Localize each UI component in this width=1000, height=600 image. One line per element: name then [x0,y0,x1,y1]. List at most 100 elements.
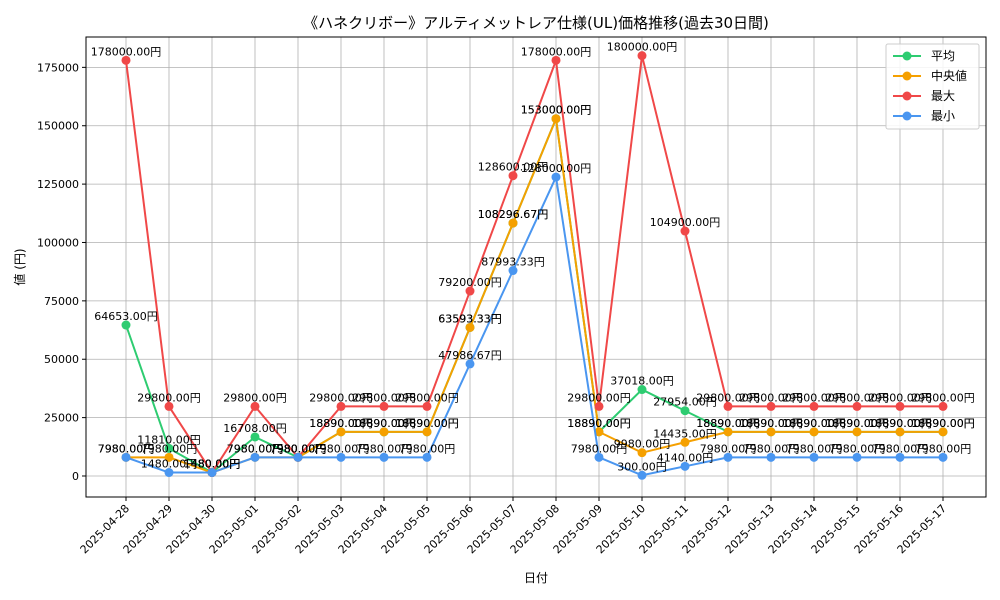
data-point-max [895,401,905,411]
data-label-median: 63593.33円 [438,312,502,325]
data-label-max: 178000.00円 [91,45,162,58]
legend-marker-avg [902,51,912,61]
data-point-min [766,452,776,462]
data-label-max: 79200.00円 [438,276,502,289]
data-point-median [422,427,432,437]
data-point-min [465,359,475,369]
data-label-avg: 153000.00円 [521,104,592,117]
data-point-min [895,452,905,462]
data-labels: 64653.00円 11810.00円 1480.00円 16708.00円 7980.… [91,41,975,474]
data-label-avg: 18890.00円 [309,417,373,430]
data-point-min [336,452,346,462]
data-point-min [938,452,948,462]
data-label-min: 7980.00円 [399,442,456,455]
data-label-max: 29800.00円 [395,391,459,404]
data-point-median [723,427,733,437]
data-point-median [508,218,518,228]
data-label-max: 29800.00円 [567,391,631,404]
data-label-min: 7980.00円 [829,442,886,455]
data-point-max [637,51,647,61]
data-point-avg [121,320,131,330]
data-point-min [852,452,862,462]
data-point-min [508,266,518,276]
data-point-max [336,401,346,411]
data-point-min [250,452,260,462]
data-label-avg: 16708.00円 [223,422,287,435]
data-point-max [422,401,432,411]
y-tick-label: 0 [72,470,79,483]
data-point-min [422,452,432,462]
data-point-min [121,452,131,462]
data-point-median [852,427,862,437]
data-label-median: 18890.00円 [911,417,975,430]
grid [86,37,986,497]
data-label-max: 7980.00円 [270,442,327,455]
data-label-median: 18890.00円 [825,417,889,430]
data-label-min: 47986.67円 [438,349,502,362]
data-label-avg: 64653.00円 [94,310,158,323]
data-label-avg: 1480.00円 [184,458,241,471]
data-label-max: 1480.00円 [184,458,241,471]
y-tick-label: 25000 [44,412,79,425]
data-label-max: 29800.00円 [782,391,846,404]
data-label-median: 18890.00円 [309,417,373,430]
data-label-min: 7980.00円 [356,442,413,455]
data-label-avg: 11810.00円 [137,433,201,446]
data-label-min: 7980.00円 [227,442,284,455]
x-axis-label: 日付 [524,571,548,585]
legend-box [885,43,980,130]
data-label-min: 87993.33円 [481,256,545,269]
data-label-median: 7980.00円 [227,442,284,455]
data-point-median [379,427,389,437]
legend-marker-max [902,91,912,101]
data-label-max: 29800.00円 [137,391,201,404]
data-label-avg: 18890.00円 [911,417,975,430]
data-point-median [551,114,561,124]
data-label-min: 7980.00円 [571,442,628,455]
data-point-max [508,171,518,181]
data-point-min [207,468,217,478]
y-tick-label: 175000 [37,61,79,74]
data-label-avg: 18890.00円 [696,417,760,430]
data-label-min: 7980.00円 [915,442,972,455]
legend-label-max: 最大 [931,89,955,103]
data-label-min: 4140.00円 [657,451,714,464]
data-point-max [250,401,260,411]
data-label-median: 9980.00円 [614,438,671,451]
legend-label-avg: 平均 [931,49,955,63]
data-point-min [293,452,303,462]
data-label-min: 7980.00円 [313,442,370,455]
data-label-min: 1480.00円 [141,458,198,471]
data-label-avg: 18890.00円 [739,417,803,430]
data-label-min: 128000.00円 [521,162,592,175]
data-label-median: 1480.00円 [184,458,241,471]
data-label-max: 29800.00円 [223,391,287,404]
data-label-min: 7980.00円 [700,442,757,455]
series-line-max [125,54,943,474]
data-point-min [809,452,819,462]
data-label-max: 104900.00円 [650,216,721,229]
y-tick-label: 125000 [37,178,79,191]
data-point-max [121,55,131,65]
series-layer [121,51,948,480]
data-label-median: 153000.00円 [521,104,592,117]
data-label-avg: 18890.00円 [567,417,631,430]
legend-label-median: 中央値 [931,68,967,83]
data-point-max [809,401,819,411]
y-tick-label: 150000 [37,120,79,133]
data-label-avg: 7980.00円 [270,442,327,455]
data-point-avg [680,406,690,416]
data-label-avg: 18890.00円 [395,417,459,430]
data-point-min [594,452,604,462]
data-label-max: 178000.00円 [521,45,592,58]
data-point-max [551,55,561,65]
data-label-max: 29800.00円 [911,391,975,404]
data-label-median: 18890.00円 [567,417,631,430]
data-label-median: 18890.00円 [868,417,932,430]
data-label-median: 14435.00円 [653,427,717,440]
y-tick-label: 75000 [44,295,79,308]
data-point-max [465,286,475,296]
data-label-avg: 37018.00円 [610,375,674,388]
data-label-max: 128600.00円 [478,161,549,174]
